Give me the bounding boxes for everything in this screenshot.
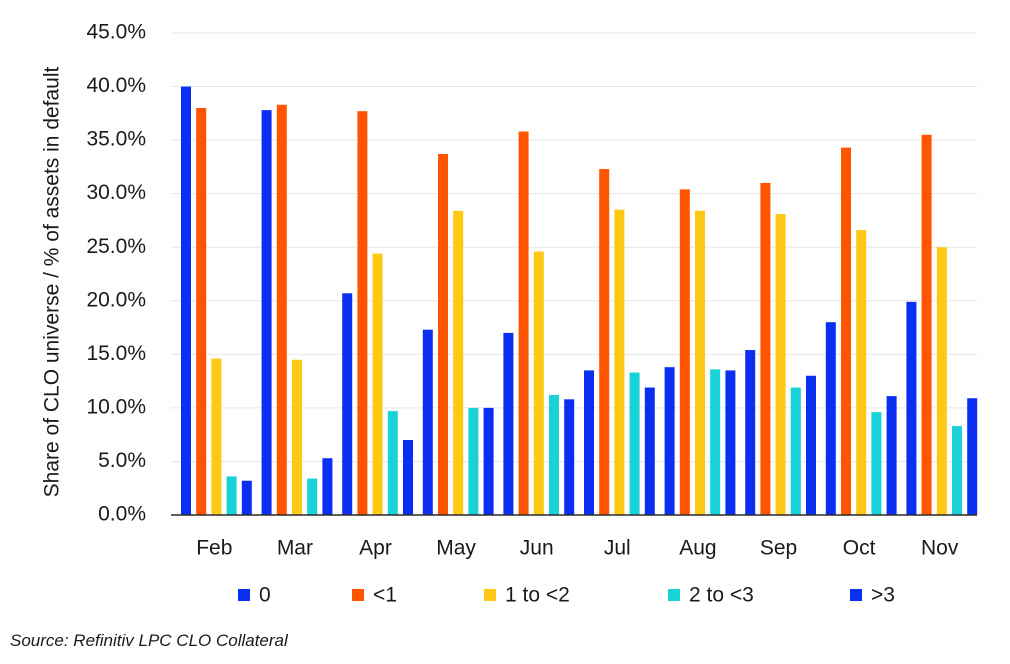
legend-label: 2 to <3 <box>689 584 754 607</box>
legend-label: <1 <box>373 584 397 607</box>
bar <box>936 247 947 515</box>
bar <box>503 332 514 515</box>
bar <box>438 154 448 515</box>
bar <box>790 387 801 515</box>
bar <box>261 110 272 516</box>
bar <box>921 134 932 515</box>
legend-swatch <box>668 589 680 601</box>
bar <box>841 147 851 515</box>
bar <box>745 350 756 515</box>
bar <box>196 107 207 515</box>
bar <box>518 131 529 515</box>
x-tick-label: Jul <box>604 537 631 560</box>
bar <box>629 372 640 515</box>
legend: 0 <1 1 to <2 2 to <3 >3 <box>238 584 895 607</box>
bar <box>760 182 771 515</box>
bar <box>453 210 464 515</box>
bar <box>952 426 962 515</box>
y-tick-label: 25.0% <box>86 235 146 258</box>
x-tick-label: Mar <box>277 537 313 560</box>
y-tick-label: 10.0% <box>86 395 146 418</box>
bar <box>725 370 736 515</box>
y-tick-label: 40.0% <box>86 74 146 97</box>
y-tick-label: 45.0% <box>86 21 146 44</box>
y-axis-title: Share of CLO universe / % of assets in d… <box>41 66 64 497</box>
bar <box>322 458 333 515</box>
legend-label: >3 <box>871 584 895 607</box>
bar <box>856 230 867 515</box>
bar <box>564 399 575 515</box>
bar <box>614 209 625 515</box>
bars <box>181 86 978 516</box>
x-tick-label: Sep <box>760 537 797 560</box>
bar <box>695 210 705 515</box>
legend-label: 0 <box>259 584 271 607</box>
bar <box>644 387 655 515</box>
bar <box>342 293 353 515</box>
bar <box>886 396 897 515</box>
source-note: Source: Refinitiv LPC CLO Collateral <box>10 631 288 650</box>
legend-swatch <box>850 589 862 601</box>
x-tick-label: Nov <box>921 537 959 560</box>
bar <box>775 214 786 516</box>
bar <box>906 301 917 515</box>
y-tick-label: 20.0% <box>86 288 146 311</box>
legend-label: 1 to <2 <box>505 584 570 607</box>
bar <box>584 370 594 515</box>
bar <box>387 411 398 515</box>
y-tick-label: 15.0% <box>86 342 146 365</box>
bar <box>871 412 882 515</box>
x-tick-label: Apr <box>359 537 392 560</box>
y-tick-label: 5.0% <box>98 449 146 472</box>
bar <box>599 169 610 515</box>
x-tick-label: Oct <box>843 537 876 560</box>
bar <box>710 369 721 515</box>
legend-swatch <box>238 589 250 601</box>
bar <box>211 358 222 515</box>
bar <box>806 375 816 515</box>
bar <box>307 478 318 515</box>
legend-swatch <box>352 589 364 601</box>
bar <box>372 253 383 515</box>
bar <box>403 440 413 515</box>
bar <box>422 329 433 515</box>
legend-swatch <box>484 589 496 601</box>
bar <box>276 104 287 516</box>
bar <box>825 322 836 515</box>
x-tick-label: May <box>436 537 476 560</box>
bar <box>357 111 368 516</box>
bar <box>468 407 479 515</box>
x-axis-ticks: Feb Mar Apr May Jun Jul Aug Sep Oct Nov <box>196 537 959 560</box>
y-tick-label: 0.0% <box>98 503 146 526</box>
bar <box>483 407 494 515</box>
bar <box>679 189 690 516</box>
x-tick-label: Aug <box>679 537 716 560</box>
y-tick-label: 30.0% <box>86 181 146 204</box>
x-tick-label: Feb <box>196 537 232 560</box>
bar <box>181 86 191 516</box>
bar <box>226 476 237 515</box>
x-tick-label: Jun <box>520 537 554 560</box>
bar <box>967 398 978 515</box>
bar <box>241 480 252 515</box>
bar <box>664 367 675 515</box>
bar <box>549 395 559 515</box>
bar <box>292 359 302 515</box>
y-axis-ticks: 0.0% 5.0% 10.0% 15.0% 20.0% 25.0% 30.0% 35.0% 40… <box>86 21 146 526</box>
y-tick-label: 35.0% <box>86 128 146 151</box>
gridlines <box>171 32 977 462</box>
bar <box>533 251 544 516</box>
